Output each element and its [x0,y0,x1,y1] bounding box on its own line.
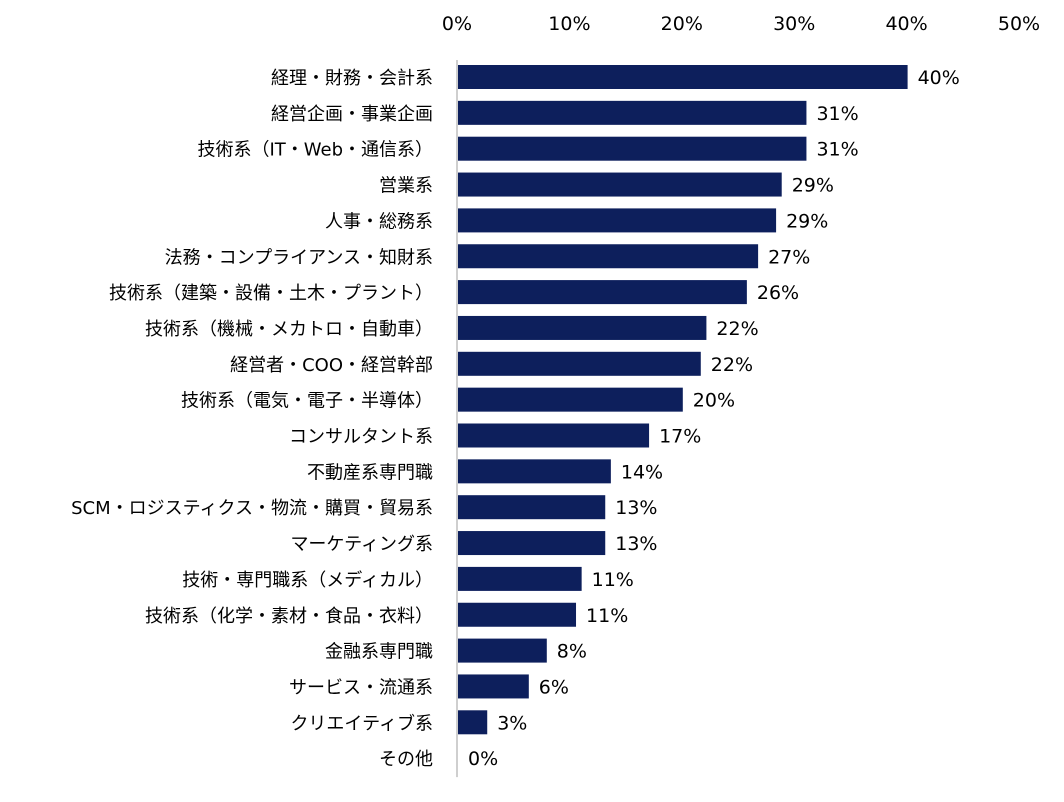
bar [458,280,747,305]
bar [458,423,650,448]
category-label: 金融系専門職 [325,642,433,663]
data-label: 27% [768,246,810,268]
category-label: マーケティング系 [290,534,433,555]
data-label: 40% [918,67,960,89]
data-label: 6% [539,676,569,698]
bar [458,208,777,233]
bar [458,172,782,197]
data-label: 20% [693,390,735,412]
data-label: 31% [816,139,858,161]
x-tick-label: 50% [998,13,1040,35]
category-label: 経理・財務・会計系 [271,68,433,89]
bar [458,244,759,269]
category-label: 技術系（機械・メカトロ・自動車） [145,319,433,340]
data-label: 22% [711,354,753,376]
bar [458,315,707,340]
data-label: 31% [816,103,858,125]
x-tick-label: 10% [548,13,590,35]
bar [458,495,606,520]
category-label: 技術系（建築・設備・土木・プラント） [109,283,433,304]
category-label: 技術・専門職系（メディカル） [182,570,433,591]
bars [458,65,908,735]
category-label: サービス・流通系 [289,677,433,698]
category-label: クリエイティブ系 [290,712,433,734]
data-label: 26% [757,282,799,304]
x-axis-ticks: 0% 10% 20% 30% 40% 50% [442,13,1040,35]
bar [458,566,582,591]
data-labels: 40% 31% 31% 29% 29% 27% 26% 22% 22% 20% 17% 14% 13% 1… [468,67,960,770]
data-label: 13% [615,497,657,519]
category-label: 技術系（IT・Web・通信系） [197,140,433,161]
bar [458,351,701,376]
x-tick-label: 20% [661,13,703,35]
category-label: その他 [379,749,433,770]
bar [458,638,547,663]
data-label: 17% [659,426,701,448]
data-label: 29% [792,175,834,197]
category-label: 技術系（化学・素材・食品・衣料） [145,606,433,627]
data-label: 0% [468,748,498,770]
x-tick-label: 0% [442,13,472,35]
category-label: 人事・総務系 [325,211,433,232]
category-label: 経営企画・事業企画 [271,104,433,125]
bar [458,65,908,89]
category-label: コンサルタント系 [289,427,433,448]
x-tick-label: 40% [885,13,927,35]
category-label: 営業系 [379,176,433,197]
bar [458,710,488,735]
data-label: 11% [586,605,628,627]
category-label: SCM・ロジスティクス・物流・購買・貿易系 [71,498,433,519]
data-label: 8% [557,641,587,663]
data-label: 14% [621,461,663,483]
category-label: 技術系（電気・電子・半導体） [181,391,433,412]
bar [458,459,611,484]
bar [458,100,807,125]
bar [458,136,807,161]
bar [458,387,683,412]
data-label: 13% [615,533,657,555]
bar [458,602,577,627]
bar [458,531,606,556]
bar [458,674,529,699]
data-label: 22% [716,318,758,340]
category-label: 不動産系専門職 [307,462,433,483]
x-tick-label: 30% [773,13,815,35]
data-label: 3% [497,712,527,734]
category-label: 法務・コンプライアンス・知財系 [165,247,433,268]
category-label: 経営者・COO・経営幹部 [230,355,433,376]
data-label: 11% [592,569,634,591]
data-label: 29% [786,210,828,232]
